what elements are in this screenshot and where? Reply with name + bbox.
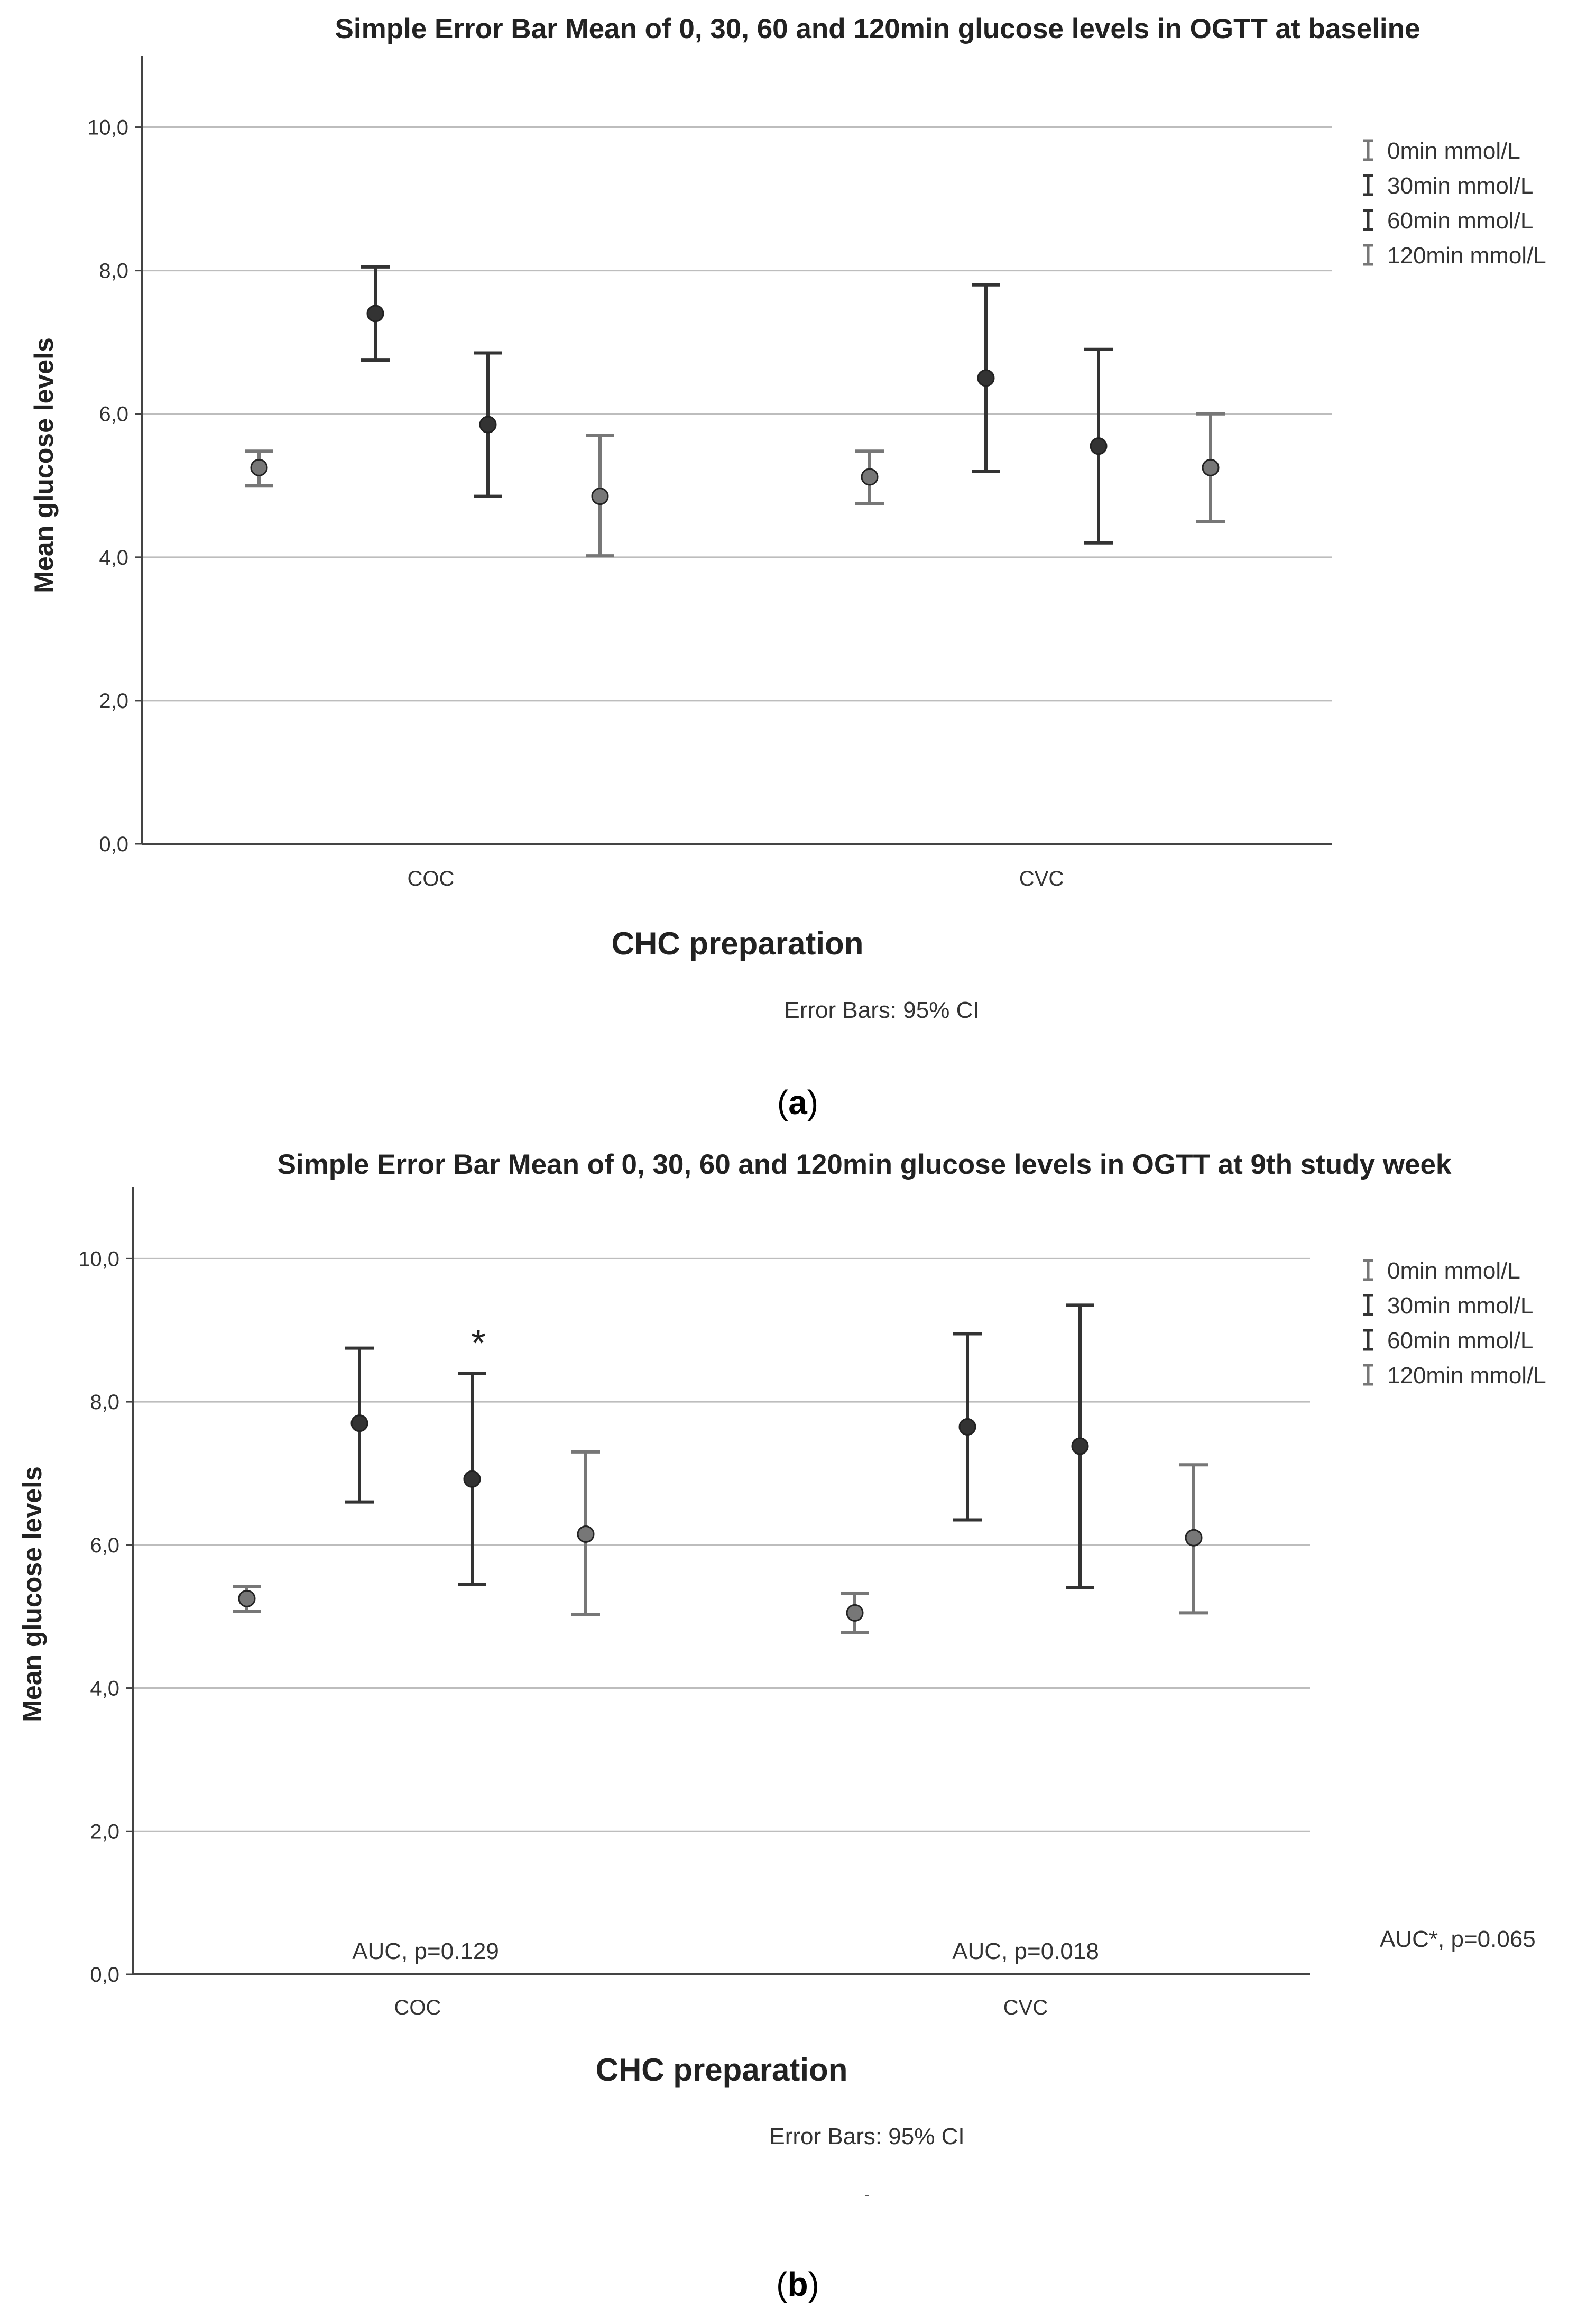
y-tick-label: 8,0 bbox=[90, 1391, 119, 1414]
mean-point bbox=[958, 1418, 976, 1436]
y-tick-label: 8,0 bbox=[99, 260, 128, 283]
legend-entry: 30min mmol/L bbox=[1363, 173, 1533, 199]
panel-b-gridlines bbox=[133, 1257, 1310, 1832]
mean-point bbox=[591, 488, 609, 505]
y-tick-label: 2,0 bbox=[99, 689, 128, 713]
error-bar bbox=[1196, 412, 1225, 523]
panel-b-footnote: Error Bars: 95% CI bbox=[769, 2123, 964, 2149]
mean-point bbox=[366, 305, 384, 323]
error-bar bbox=[855, 449, 884, 505]
panel-a-y-ticks: 0,0 2,0 4,0 6,0 8,0 10,0 bbox=[87, 116, 142, 856]
panel-a-label: (a) bbox=[777, 1083, 818, 1121]
error-bar bbox=[953, 1332, 982, 1522]
error-bar bbox=[345, 1346, 374, 1504]
y-tick-label: 6,0 bbox=[90, 1534, 119, 1557]
panel-b-auc-cvc: AUC, p=0.018 bbox=[952, 1938, 1099, 1964]
legend-label: 60min mmol/L bbox=[1387, 208, 1533, 234]
legend-label: 120min mmol/L bbox=[1387, 243, 1546, 269]
mean-point bbox=[577, 1525, 595, 1543]
error-bar bbox=[1179, 1463, 1208, 1615]
y-tick-label: 4,0 bbox=[90, 1677, 119, 1700]
legend-label: 30min mmol/L bbox=[1387, 1293, 1533, 1319]
error-bar bbox=[361, 265, 390, 362]
mean-point bbox=[977, 369, 995, 387]
panel-a-error-bars bbox=[245, 265, 1225, 558]
legend-entry: 120min mmol/L bbox=[1363, 243, 1546, 269]
y-tick-label: 0,0 bbox=[90, 1963, 119, 1987]
legend-entry: 30min mmol/L bbox=[1363, 1293, 1533, 1319]
legend-entry: 60min mmol/L bbox=[1363, 208, 1533, 234]
panel-b-category-coc: COC bbox=[394, 1996, 441, 2019]
panel-b-auc-coc: AUC, p=0.129 bbox=[352, 1938, 499, 1964]
panel-a-y-axis-label: Mean glucose levels bbox=[29, 337, 59, 593]
error-bar bbox=[245, 449, 273, 488]
mean-point bbox=[463, 1470, 481, 1488]
panel-a-category-coc: COC bbox=[408, 867, 455, 890]
mean-point bbox=[1090, 437, 1108, 455]
panel-b-x-axis-label: CHC preparation bbox=[596, 2052, 848, 2088]
panel-b-error-bars bbox=[233, 1303, 1208, 1634]
legend-label: 120min mmol/L bbox=[1387, 1363, 1546, 1389]
panel-b-title: Simple Error Bar Mean of 0, 30, 60 and 1… bbox=[278, 1149, 1452, 1180]
panel-b-auc-overall: AUC*, p=0.065 bbox=[1380, 1926, 1536, 1952]
mean-point bbox=[861, 468, 879, 486]
y-tick-label: 0,0 bbox=[99, 833, 128, 856]
legend-entry: 120min mmol/L bbox=[1363, 1363, 1546, 1389]
panel-b-legend: 0min mmol/L 30min mmol/L 60min mmol/L 120mi… bbox=[1363, 1258, 1546, 1389]
y-tick-label: 2,0 bbox=[90, 1820, 119, 1843]
panel-a-footnote: Error Bars: 95% CI bbox=[784, 997, 979, 1023]
error-bar bbox=[972, 283, 1000, 473]
panel-a-letter: a bbox=[788, 1083, 807, 1121]
panel-b-category-cvc: CVC bbox=[1003, 1996, 1048, 2019]
panel-a-x-axis-label: CHC preparation bbox=[612, 926, 864, 961]
error-bar bbox=[458, 1371, 486, 1586]
legend-entry: 0min mmol/L bbox=[1363, 1258, 1520, 1284]
error-bar bbox=[586, 434, 614, 558]
panel-a-gridlines bbox=[142, 126, 1332, 702]
panel-b: Simple Error Bar Mean of 0, 30, 60 and 1… bbox=[17, 1149, 1546, 2303]
mean-point bbox=[479, 416, 497, 434]
error-bar bbox=[233, 1585, 261, 1613]
mean-point bbox=[1202, 458, 1220, 476]
legend-entry: 60min mmol/L bbox=[1363, 1328, 1533, 1354]
y-tick-label: 10,0 bbox=[87, 116, 128, 140]
mean-point bbox=[350, 1414, 368, 1432]
panel-b-significance-star: * bbox=[471, 1322, 486, 1365]
mean-point bbox=[238, 1589, 256, 1607]
error-bar bbox=[1066, 1303, 1094, 1590]
panel-a-plot: 0,0 2,0 4,0 6,0 8,0 10,0 COC CVC bbox=[87, 56, 1332, 890]
panel-b-plot: 0,0 2,0 4,0 6,0 8,0 10,0 * AUC, p=0.129 AUC, … bbox=[78, 1187, 1310, 2019]
panel-b-y-axis-label: Mean glucose levels bbox=[17, 1466, 47, 1722]
panel-b-y-ticks: 0,0 2,0 4,0 6,0 8,0 10,0 bbox=[78, 1247, 133, 1987]
mean-point bbox=[846, 1604, 864, 1622]
mean-point bbox=[1185, 1529, 1203, 1547]
legend-label: 0min mmol/L bbox=[1387, 1258, 1520, 1284]
panel-b-letter: b bbox=[787, 2265, 808, 2303]
legend-label: 30min mmol/L bbox=[1387, 173, 1533, 199]
panel-b-stray-mark: - bbox=[864, 2186, 870, 2203]
panel-a-title: Simple Error Bar Mean of 0, 30, 60 and 1… bbox=[335, 13, 1420, 44]
y-tick-label: 4,0 bbox=[99, 546, 128, 569]
error-bar bbox=[841, 1592, 869, 1634]
panel-a-legend: 0min mmol/L 30min mmol/L 60min mmol/L 120mi… bbox=[1363, 138, 1546, 269]
mean-point bbox=[1071, 1437, 1089, 1455]
panel-a: Simple Error Bar Mean of 0, 30, 60 and 1… bbox=[29, 13, 1546, 1121]
error-bar bbox=[474, 351, 502, 498]
panel-a-category-cvc: CVC bbox=[1019, 867, 1064, 890]
y-tick-label: 6,0 bbox=[99, 403, 128, 426]
error-bar bbox=[571, 1450, 600, 1616]
legend-entry: 0min mmol/L bbox=[1363, 138, 1520, 164]
mean-point bbox=[250, 458, 268, 476]
legend-label: 0min mmol/L bbox=[1387, 138, 1520, 164]
y-tick-label: 10,0 bbox=[78, 1247, 119, 1271]
legend-label: 60min mmol/L bbox=[1387, 1328, 1533, 1354]
error-bar bbox=[1084, 347, 1113, 545]
panel-b-label: (b) bbox=[776, 2265, 819, 2303]
